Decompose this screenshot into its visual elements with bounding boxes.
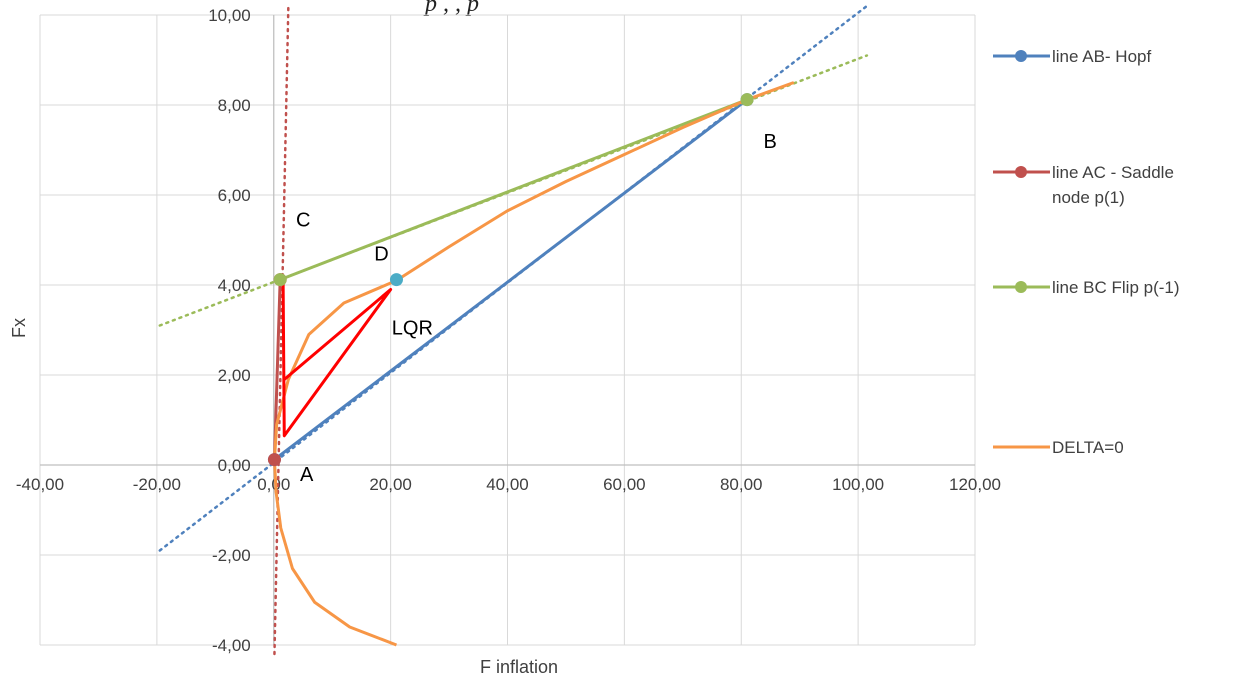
gridlines bbox=[39, 14, 976, 646]
data-point-series-2 bbox=[740, 93, 754, 107]
y-tick-label: 0,00 bbox=[218, 456, 251, 475]
point-label: LQR bbox=[392, 318, 433, 340]
legend-entry-label: node p(1) bbox=[1052, 188, 1125, 207]
legend-swatch-marker bbox=[1015, 281, 1027, 293]
x-tick-label: 60,00 bbox=[603, 475, 646, 494]
point-label: B bbox=[763, 131, 776, 153]
series-line-3 bbox=[272, 81, 795, 647]
legend-entry-label: DELTA=0 bbox=[1052, 438, 1124, 457]
data-point-d bbox=[389, 273, 403, 287]
title: p , , p bbox=[423, 0, 479, 17]
chart-title-fragment: p , , p bbox=[423, 0, 479, 17]
x-tick-label: 40,00 bbox=[486, 475, 529, 494]
y-axis-title: Fx bbox=[9, 318, 29, 338]
point-label: A bbox=[300, 464, 314, 486]
x-tick-label: -20,00 bbox=[133, 475, 181, 494]
y-tick-label: 8,00 bbox=[218, 96, 251, 115]
point-label: D bbox=[374, 243, 388, 265]
lqr-region-line bbox=[281, 280, 393, 438]
x-tick-label: -40,00 bbox=[16, 475, 64, 494]
legend-entry-label: line AB- Hopf bbox=[1052, 47, 1151, 66]
x-tick-label: 100,00 bbox=[832, 475, 884, 494]
x-tick-label: 80,00 bbox=[720, 475, 763, 494]
series-line-0 bbox=[273, 98, 749, 461]
x-tick-label: 0,00 bbox=[257, 475, 290, 494]
legend-swatch-marker bbox=[1015, 50, 1027, 62]
x-axis-title: F inflation bbox=[480, 657, 558, 677]
y-tick-label: -2,00 bbox=[212, 546, 251, 565]
trendline-series-1 bbox=[273, 4, 290, 656]
legend-swatch-marker bbox=[1015, 166, 1027, 178]
legend-entry-label: line AC - Saddle bbox=[1052, 163, 1174, 182]
y-tick-label: 10,00 bbox=[208, 6, 251, 25]
series-line-2 bbox=[279, 98, 748, 281]
plot-area bbox=[158, 4, 869, 656]
annotations: A B C D LQR bbox=[296, 131, 777, 486]
legend-entry-label: line BC Flip p(-1) bbox=[1052, 278, 1180, 297]
x-tick-label: 120,00 bbox=[949, 475, 1001, 494]
y-tick-label: -4,00 bbox=[212, 636, 251, 655]
x-tick-label: 20,00 bbox=[369, 475, 412, 494]
legend: line AB- Hopf line AC - Saddle node p(1) li… bbox=[993, 47, 1180, 457]
y-tick-label: 6,00 bbox=[218, 186, 251, 205]
point-label: C bbox=[296, 210, 310, 232]
y-tick-label: 4,00 bbox=[218, 276, 251, 295]
data-point-series-2 bbox=[273, 273, 287, 287]
axes: -40,00 -20,00 0,00 20,00 40,00 60,00 80,00 100,… bbox=[16, 6, 1001, 655]
data-point-series-1 bbox=[267, 453, 281, 467]
y-tick-label: 2,00 bbox=[218, 366, 251, 385]
